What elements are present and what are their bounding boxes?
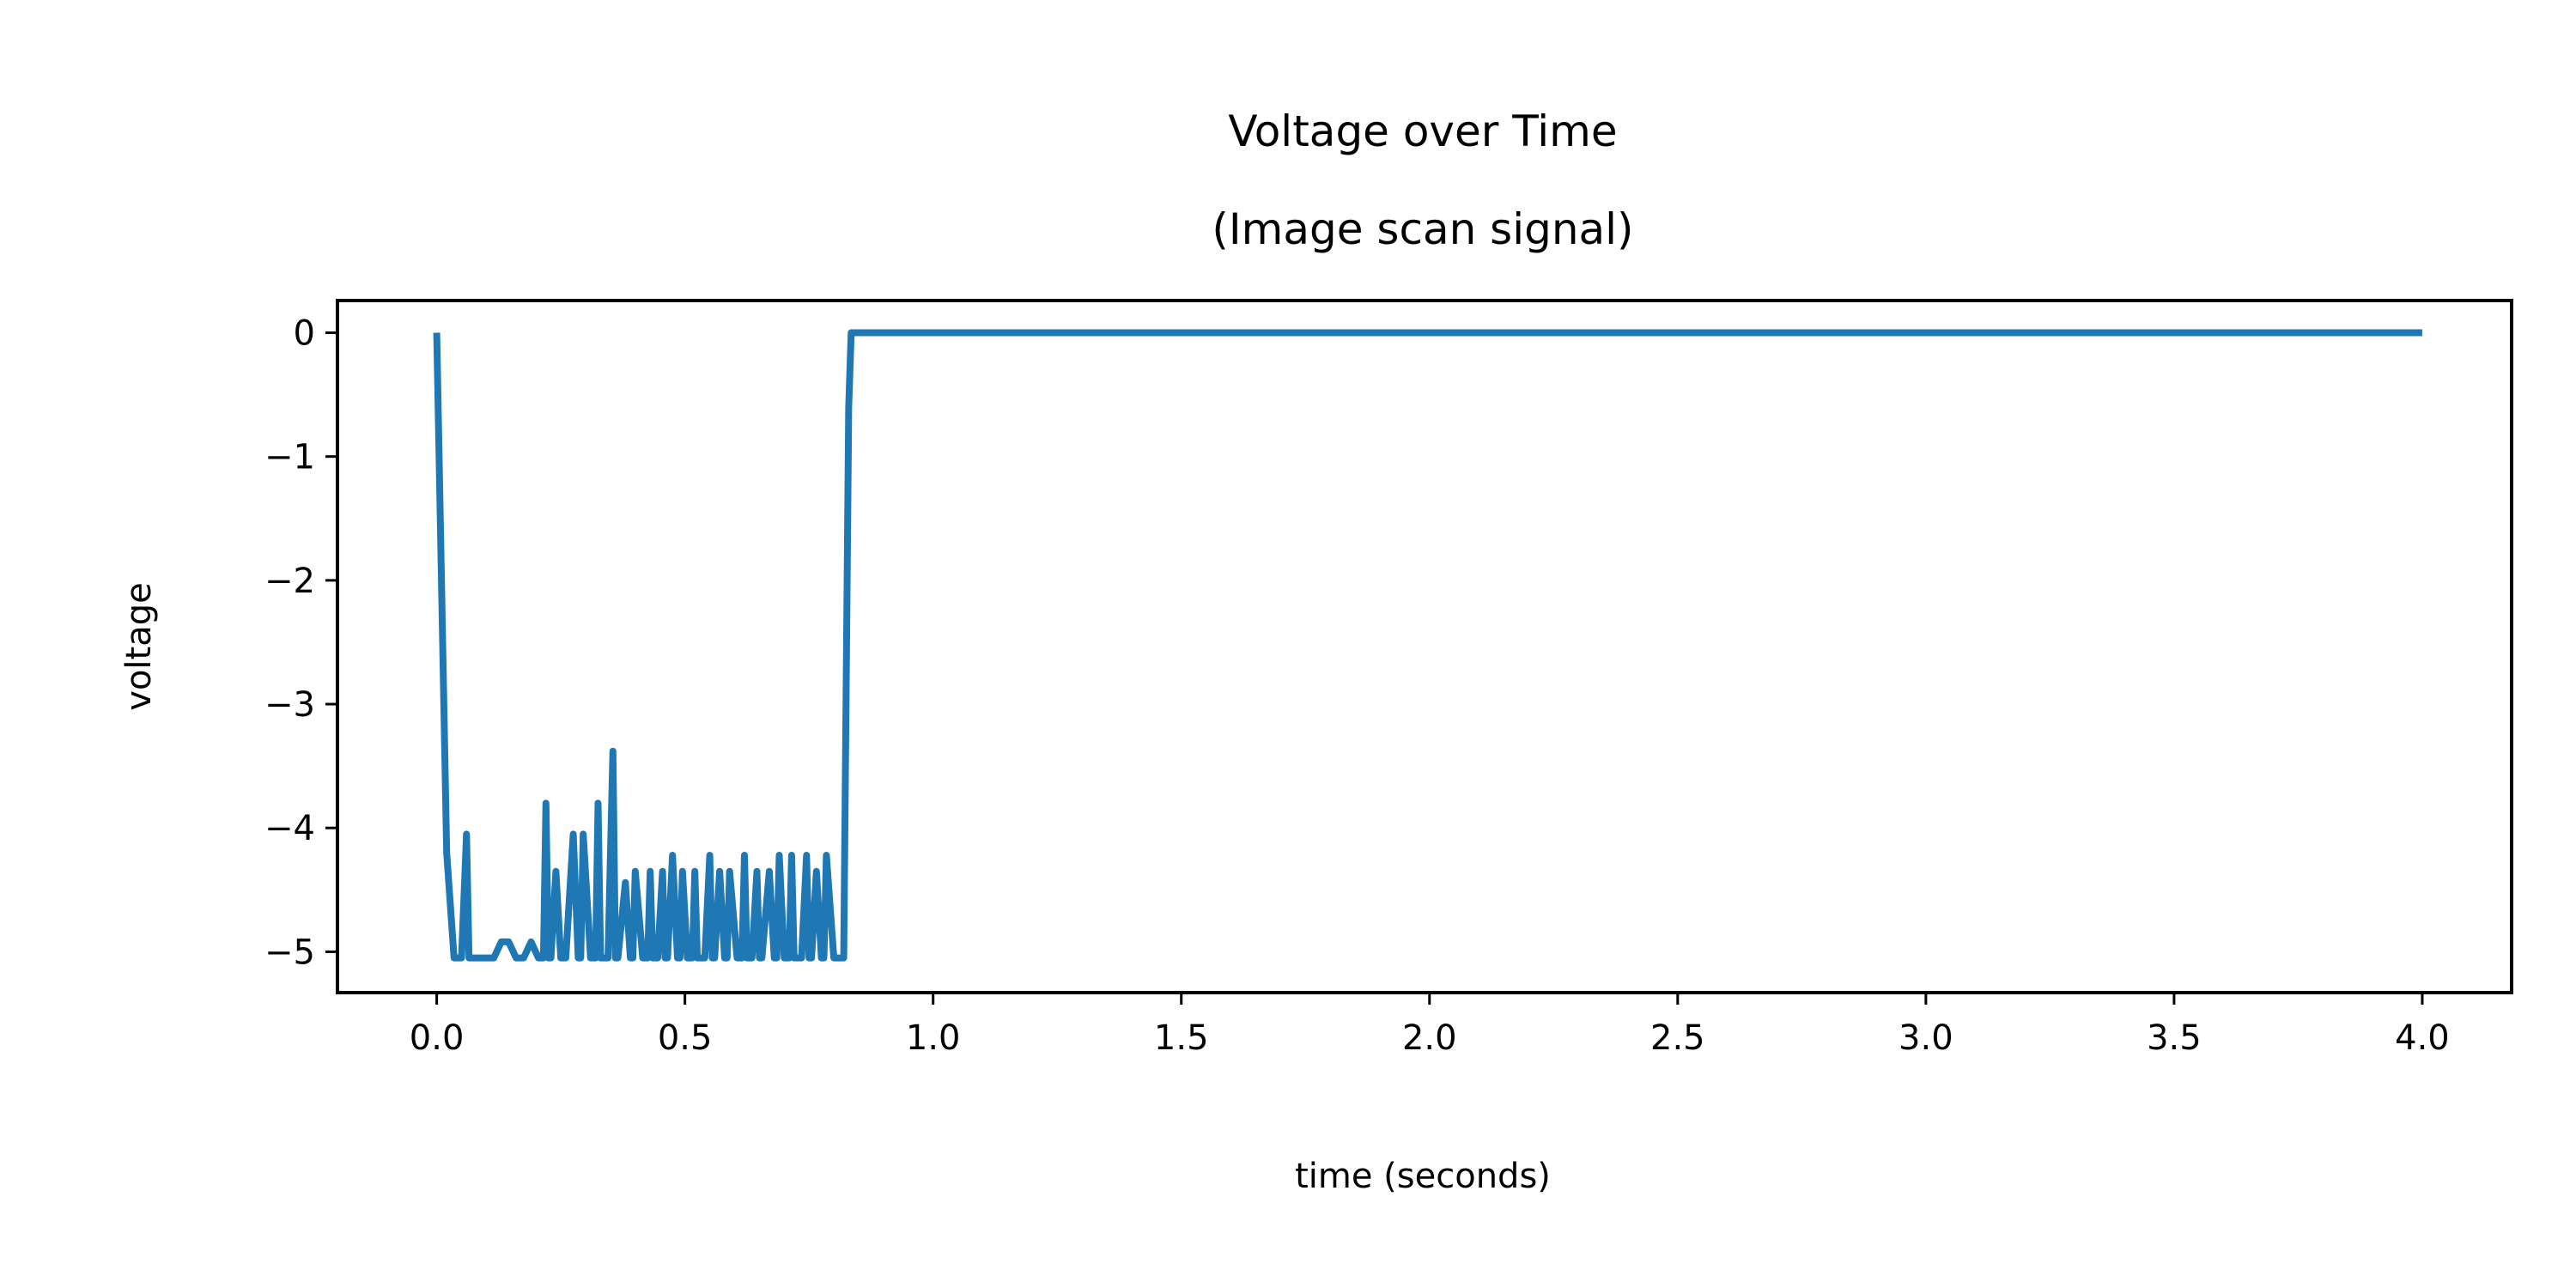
x-tick-label: 2.5 — [1650, 1018, 1705, 1058]
x-tick-label: 4.0 — [2395, 1018, 2450, 1058]
y-tick-label: −4 — [264, 809, 315, 848]
y-tick-label: −1 — [264, 438, 315, 477]
x-tick-label: 3.5 — [2147, 1018, 2202, 1058]
x-tick-label: 0.0 — [410, 1018, 465, 1058]
y-tick-label: −5 — [264, 933, 315, 972]
x-axis-ticks: 0.0 0.5 1.0 1.5 2.0 2.5 3.0 3.5 4.0 — [410, 993, 2450, 1058]
y-tick-label: −2 — [264, 562, 315, 601]
series-layer — [433, 329, 2422, 962]
x-tick-label: 0.5 — [658, 1018, 713, 1058]
x-tick-label: 1.0 — [906, 1018, 961, 1058]
y-axis-ticks: 0 −1 −2 −3 −4 −5 — [264, 313, 337, 972]
y-axis-label: voltage — [119, 582, 159, 710]
x-axis-label: time (seconds) — [1295, 1157, 1551, 1196]
axes-frame — [336, 299, 2513, 994]
series-line-0 — [433, 329, 2422, 962]
x-tick-label: 2.0 — [1402, 1018, 1457, 1058]
plot-area: 0.0 0.5 1.0 1.5 2.0 2.5 3.0 3.5 4.0 0 −1 −2 −3 −4 −5 — [264, 299, 2513, 1058]
chart-title-line-1: Voltage over Time — [1228, 106, 1617, 156]
x-tick-label: 1.5 — [1154, 1018, 1209, 1058]
y-tick-label: −3 — [264, 685, 315, 725]
x-tick-label: 3.0 — [1899, 1018, 1953, 1058]
y-tick-label: 0 — [294, 313, 315, 353]
chart-title-line-2: (Image scan signal) — [1212, 204, 1633, 254]
